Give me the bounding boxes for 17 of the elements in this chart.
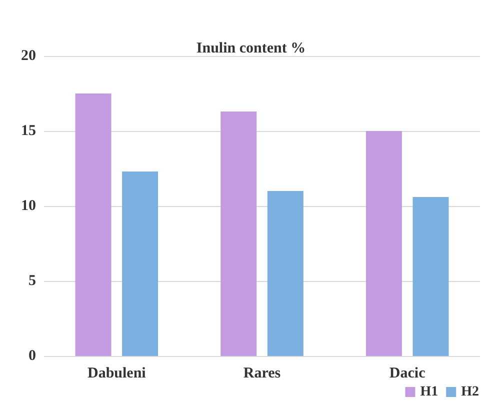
y-tick-label: 5 [28,273,36,289]
y-tick-label: 15 [21,123,36,139]
bar [122,172,158,356]
y-tick-label: 10 [21,198,36,214]
bar [75,94,112,356]
y-tick-label: 0 [28,348,36,364]
y-tick-label: 20 [21,48,36,64]
bar [412,197,449,356]
legend-label: H1 [420,384,438,400]
x-tick-label: Dacic [389,366,426,382]
x-tick-label: Rares [243,366,281,382]
bar [220,112,257,356]
legend-label: H2 [461,384,479,400]
bar [267,191,304,356]
x-tick-label: Dabuleni [87,366,146,382]
bar [366,131,402,356]
chart-title: Inulin content % [196,40,306,56]
